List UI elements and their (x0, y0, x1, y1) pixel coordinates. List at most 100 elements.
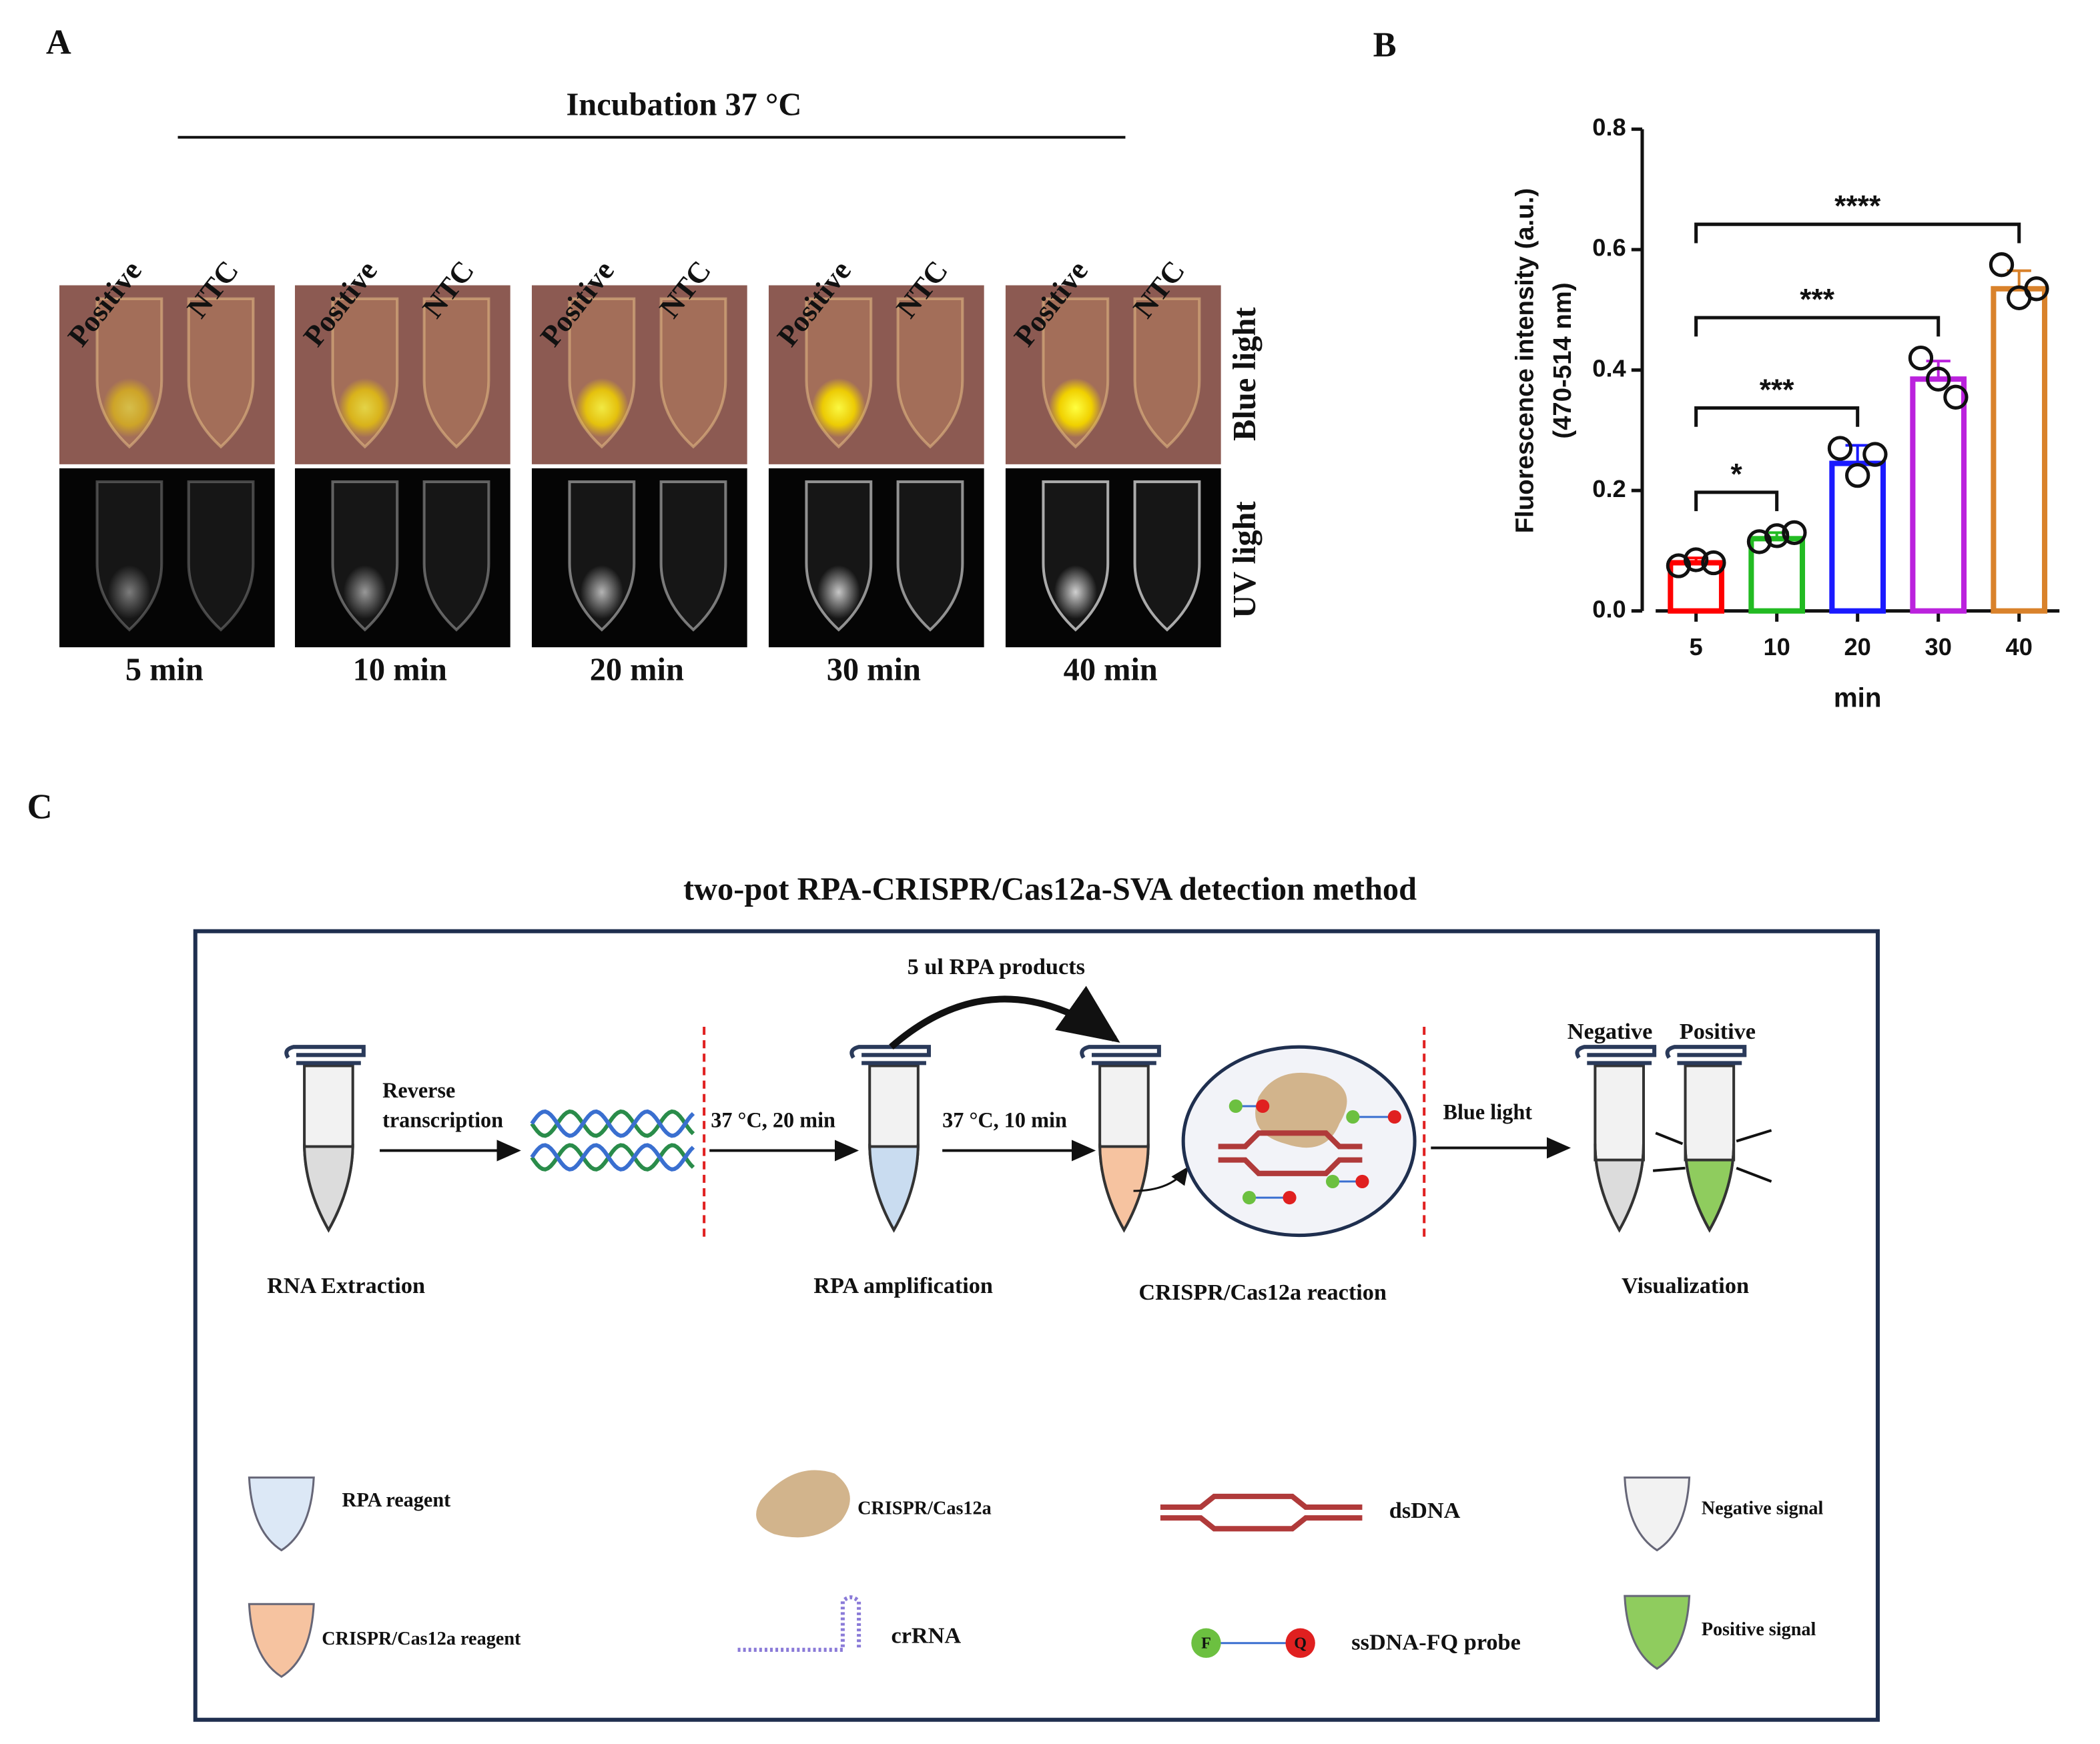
tube-uv (659, 480, 727, 632)
legend-cup (1624, 1476, 1691, 1552)
y-tick-label: 0.4 (1592, 354, 1626, 382)
data-point (1989, 252, 2015, 278)
uv-light-photo (294, 468, 510, 648)
tube-cap (1665, 1045, 1747, 1065)
fluorescence (102, 378, 157, 438)
data-point (1764, 523, 1790, 548)
y-tick-label: 0.8 (1592, 113, 1626, 141)
step-label: transcription (382, 1108, 503, 1132)
fluorescence (1048, 378, 1103, 438)
blue-light-photo (59, 285, 275, 464)
legend-label: Negative signal (1702, 1498, 1824, 1519)
cas12a (1255, 1072, 1347, 1148)
glow-ray (1652, 1166, 1686, 1172)
blue-light-photo (294, 285, 510, 464)
tube (659, 297, 727, 449)
glow-ray (1736, 1166, 1772, 1183)
dna-strand (530, 1143, 695, 1172)
legend-label: ssDNA-FQ probe (1351, 1630, 1521, 1655)
data-point (1926, 366, 1951, 392)
fluorescence (338, 378, 392, 438)
dna-strand (530, 1109, 695, 1138)
time-label: 20 min (590, 652, 684, 688)
y-axis-label: Fluorescence intensity (a.u.) (1511, 188, 1539, 533)
panel-label: C (27, 787, 53, 826)
legend-cup (248, 1603, 315, 1678)
legend-probe-q (1285, 1628, 1315, 1658)
data-point (1827, 436, 1853, 461)
x-tick-label: 30 (1925, 633, 1952, 661)
probe-letter: F (1201, 1634, 1211, 1652)
legend-label: dsDNA (1389, 1498, 1461, 1523)
panel-label: B (1373, 26, 1397, 65)
probe-q (1355, 1174, 1369, 1188)
result-label: Negative (1567, 1019, 1653, 1044)
x-tick-label: 10 (1763, 633, 1790, 661)
tube-cap (284, 1045, 366, 1065)
data-point (1666, 553, 1692, 578)
significance-label: *** (1800, 284, 1835, 316)
legend-cup (248, 1476, 315, 1552)
bar (1668, 560, 1725, 614)
legend-label: CRISPR/Cas12a (857, 1498, 992, 1519)
tube (187, 297, 255, 449)
time-label: 10 min (353, 652, 447, 688)
significance-bracket (1694, 406, 1860, 427)
uv-light-photo (1005, 468, 1221, 648)
tube-uv (187, 480, 255, 632)
transfer-label: 5 ul RPA products (908, 954, 1085, 979)
stage-label: RPA amplification (813, 1273, 993, 1298)
probe-q (1387, 1110, 1401, 1124)
significance-bracket (1694, 222, 2021, 244)
data-point (1782, 520, 1807, 546)
probe-f (1346, 1110, 1360, 1124)
data-point (1683, 547, 1709, 572)
significance-label: * (1731, 458, 1743, 490)
time-label: 30 min (827, 652, 921, 688)
time-label: 40 min (1064, 652, 1158, 688)
tube (422, 297, 490, 449)
light-label: Blue light (1227, 308, 1263, 441)
uv-light-photo (531, 468, 747, 648)
condition-label: 37 °C, 10 min (942, 1108, 1067, 1132)
panel-label: A (46, 23, 71, 62)
data-point (1943, 384, 1969, 410)
legend-dsdna (1160, 1493, 1363, 1532)
condition-label: 37 °C, 20 min (711, 1108, 835, 1132)
significance-label: **** (1834, 190, 1881, 223)
result-label: Positive (1680, 1019, 1756, 1044)
frame (193, 929, 1880, 1722)
y-tick-label: 0.6 (1592, 234, 1626, 262)
significance-bracket (1694, 490, 1779, 512)
header: Incubation 37 °C (566, 87, 801, 122)
tube-uv (896, 480, 964, 632)
data-point (1908, 345, 1934, 371)
legend-cas12a (756, 1470, 850, 1538)
fluorescence (811, 378, 866, 438)
legend-label: Positive signal (1702, 1619, 1816, 1640)
transfer-arrow (889, 985, 1120, 1050)
tube-liquid (303, 1144, 354, 1233)
blue-light-photo (768, 285, 984, 464)
y-tick-label: 0.0 (1592, 595, 1626, 622)
condition-label: Blue light (1443, 1100, 1532, 1124)
legend-cup (1624, 1595, 1691, 1670)
tube-liquid (1684, 1144, 1736, 1233)
stage-label: Visualization (1622, 1273, 1749, 1298)
data-point (1746, 529, 1772, 554)
tube (1133, 297, 1201, 449)
x-tick-label: 5 (1690, 633, 1703, 661)
tube-liquid (1594, 1144, 1646, 1233)
legend-label: CRISPR/Cas12a reagent (322, 1629, 521, 1649)
probe-q (1256, 1099, 1270, 1114)
data-point (2024, 276, 2049, 302)
tube (896, 297, 964, 449)
legend-label: RPA reagent (342, 1488, 451, 1511)
x-tick-label: 20 (1844, 633, 1870, 661)
tube-cap (1575, 1045, 1657, 1065)
light-label: UV light (1227, 501, 1263, 618)
stage-label: RNA Extraction (267, 1273, 425, 1298)
bar (1991, 286, 2048, 614)
uv-fluorescence (817, 565, 861, 619)
